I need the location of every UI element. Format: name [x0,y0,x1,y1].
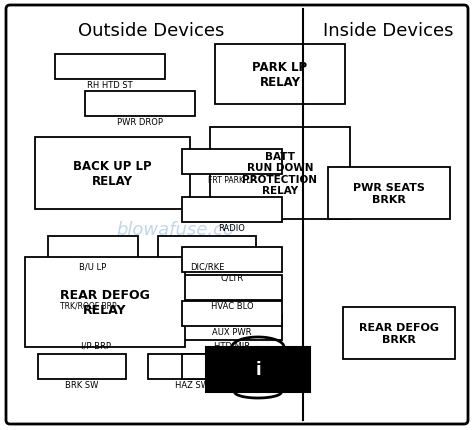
Bar [182,354,282,379]
FancyBboxPatch shape [258,347,310,392]
Text: AUX PWR: AUX PWR [212,327,252,336]
Text: BATT
RUN DOWN
PROTECTION
RELAY: BATT RUN DOWN PROTECTION RELAY [243,151,318,196]
Bar [182,150,282,175]
Bar [48,315,144,340]
Text: HVAC BLO: HVAC BLO [210,301,253,310]
Bar [328,168,450,219]
Bar [148,354,236,379]
Text: HAZ SW: HAZ SW [175,380,209,389]
Text: REAR DEFOG
RELAY: REAR DEFOG RELAY [60,289,150,316]
Text: DIC/RKE: DIC/RKE [190,262,224,271]
Bar [215,45,345,105]
Text: PARK LP
RELAY: PARK LP RELAY [253,61,308,89]
Bar [182,247,282,272]
Bar [158,237,256,261]
Bar [182,275,282,300]
Text: Outside Devices: Outside Devices [78,22,225,40]
Text: I/P BRP: I/P BRP [81,341,111,350]
Text: PWR SEATS
BRKR: PWR SEATS BRKR [353,183,425,204]
Bar [55,55,165,80]
Bar [25,258,185,347]
Text: RADIO: RADIO [219,224,246,233]
Bar [182,197,282,222]
Text: REAR DEFOG
BRKR: REAR DEFOG BRKR [359,322,439,344]
Bar [48,237,138,261]
Text: RH HTD ST: RH HTD ST [87,81,133,90]
Text: BRK SW: BRK SW [65,380,99,389]
Bar [35,138,190,209]
Text: PWR DROP: PWR DROP [117,118,163,127]
Text: C/LTR: C/LTR [220,273,244,283]
Bar [85,92,195,117]
Text: BACK UP LP
RELAY: BACK UP LP RELAY [73,160,152,187]
FancyBboxPatch shape [6,6,468,424]
Text: TRK/ROOF BRP: TRK/ROOF BRP [60,301,116,310]
Text: i: i [255,361,261,379]
Text: FRT PARK LP: FRT PARK LP [209,175,255,184]
Bar [38,354,126,379]
Bar [38,275,138,300]
Bar [182,315,282,340]
Text: blowafuse.co: blowafuse.co [116,221,234,239]
Bar [210,128,350,219]
Text: REAR PRK LP: REAR PRK LP [207,380,257,389]
Text: Inside Devices: Inside Devices [323,22,454,40]
FancyBboxPatch shape [206,347,258,392]
Bar [182,301,282,326]
Bar [343,307,455,359]
Text: HTD MIR: HTD MIR [214,341,250,350]
Text: B/U LP: B/U LP [79,262,107,271]
